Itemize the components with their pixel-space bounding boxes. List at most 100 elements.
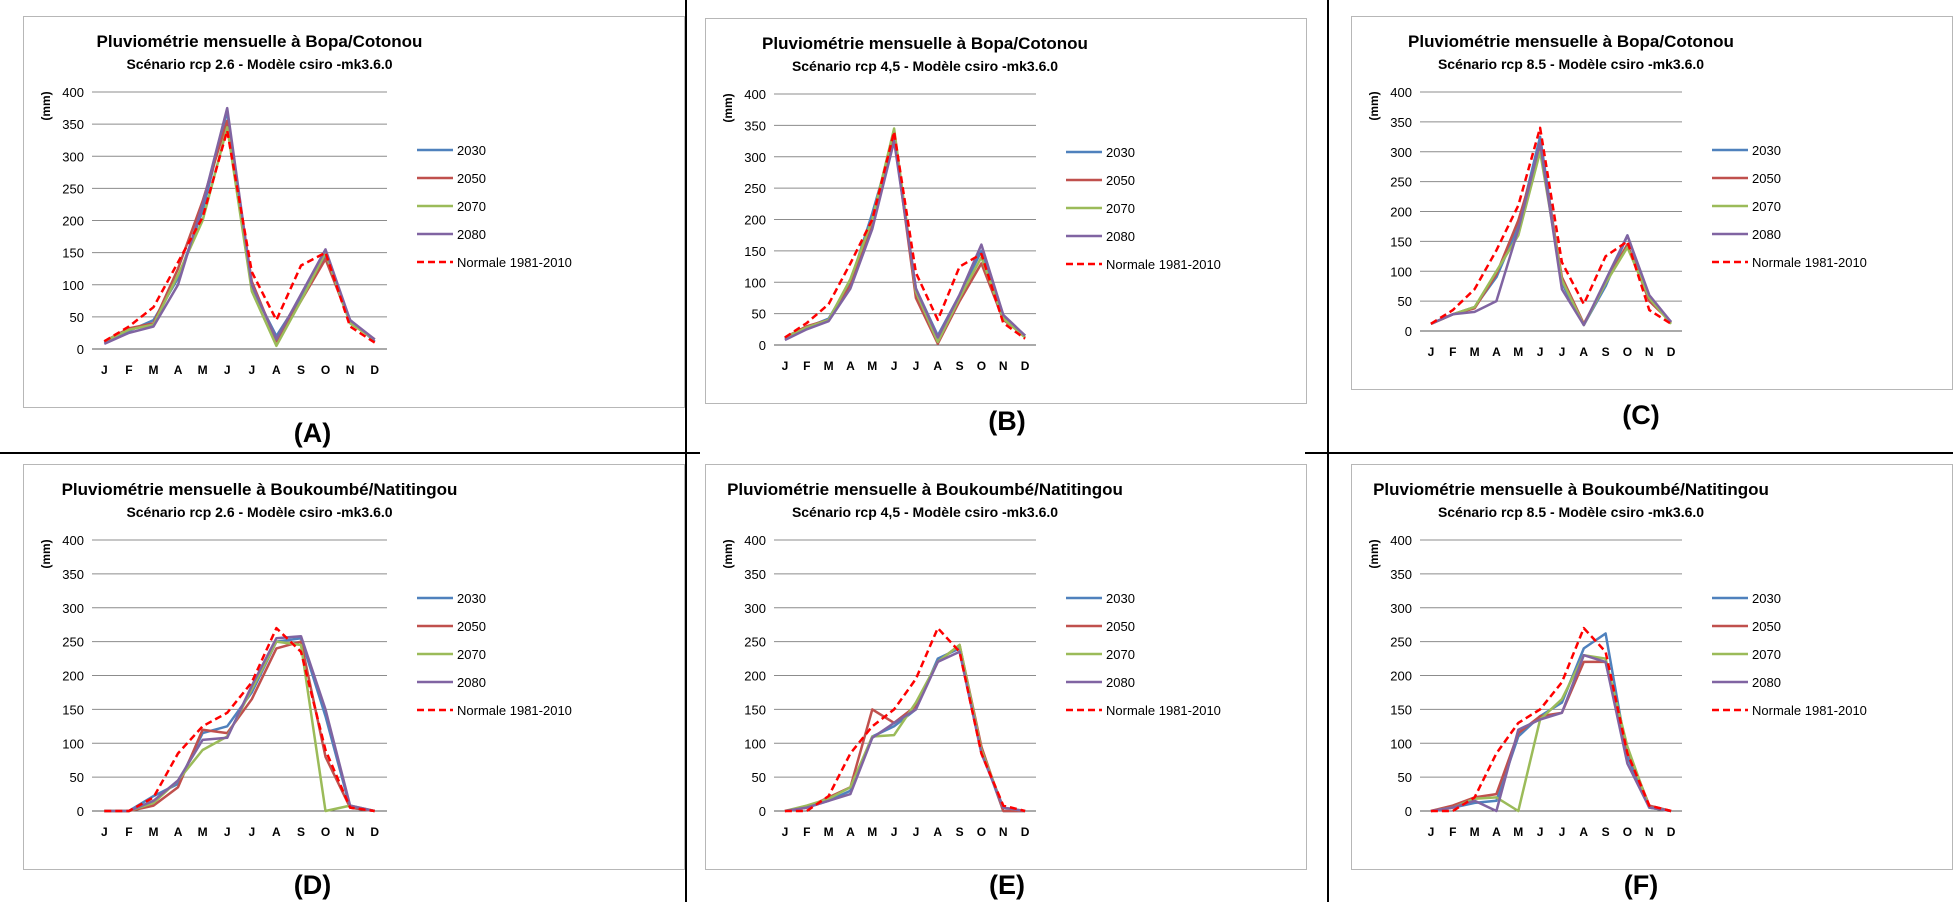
y-tick-label: 400: [744, 87, 766, 102]
legend-label-2080: 2080: [1752, 227, 1781, 242]
x-tick-label: A: [272, 825, 281, 839]
x-tick-label: M: [1470, 345, 1480, 359]
legend-label-2030: 2030: [457, 143, 486, 158]
legend-label-2070: 2070: [1106, 647, 1135, 662]
y-tick-label: 200: [1390, 205, 1412, 220]
x-tick-label: J: [1537, 825, 1544, 839]
series-line-2070: [104, 640, 375, 813]
x-tick-label: J: [1428, 345, 1435, 359]
chart-panel-a: Pluviométrie mensuelle à Bopa/Cotonou Scé…: [0, 0, 685, 452]
x-tick-label: N: [346, 825, 355, 839]
panel-label: (D): [293, 870, 332, 900]
y-tick-label: 0: [759, 804, 766, 819]
legend-label-2030: 2030: [1106, 145, 1135, 160]
y-axis-label: (mm): [39, 539, 53, 568]
chart-frame: Pluviométrie mensuelle à Boukoumbé/Natit…: [23, 464, 685, 870]
y-tick-label: 200: [62, 214, 84, 229]
chart-frame: Pluviométrie mensuelle à Bopa/Cotonou Scé…: [705, 18, 1307, 404]
y-tick-label: 0: [77, 804, 84, 819]
legend-label-2080: 2080: [457, 227, 486, 242]
y-tick-label: 350: [744, 118, 766, 133]
legend-label-2030: 2030: [457, 591, 486, 606]
series-line-2050: [784, 133, 1026, 345]
chart-subtitle: Scénario rcp 4,5 - Modèle csiro -mk3.6.0: [792, 504, 1058, 520]
x-tick-label: S: [956, 359, 964, 373]
x-tick-label: J: [224, 825, 231, 839]
x-tick-label: N: [999, 359, 1008, 373]
y-tick-label: 100: [62, 736, 84, 751]
x-tick-label: A: [1492, 345, 1501, 359]
y-tick-label: 250: [744, 635, 766, 650]
x-tick-label: J: [1428, 825, 1435, 839]
x-tick-label: M: [1513, 345, 1523, 359]
series-line-2080: [103, 106, 376, 346]
chart-c: Pluviométrie mensuelle à Bopa/Cotonou Scé…: [1367, 32, 1867, 359]
series-line-normale-1981-2010: [784, 626, 1026, 813]
x-tick-label: J: [1537, 345, 1544, 359]
x-tick-label: M: [1513, 825, 1523, 839]
x-tick-label: A: [846, 359, 855, 373]
y-tick-label: 400: [62, 533, 84, 548]
legend-label-2050: 2050: [1106, 619, 1135, 634]
y-tick-label: 50: [70, 770, 84, 785]
chart-e: Pluviométrie mensuelle à Boukoumbé/Natit…: [721, 480, 1221, 839]
legend-label-2080: 2080: [1106, 229, 1135, 244]
panel-label: (B): [988, 406, 1026, 436]
y-tick-label: 300: [1390, 601, 1412, 616]
series-line-2050: [103, 119, 376, 343]
y-tick-label: 0: [77, 342, 84, 357]
x-tick-label: A: [1492, 825, 1501, 839]
chart-panel-b: Pluviométrie mensuelle à Bopa/Cotonou Scé…: [687, 0, 1327, 452]
x-tick-label: O: [977, 359, 986, 373]
y-axis-label: (mm): [721, 93, 735, 122]
chart-frame: Pluviométrie mensuelle à Bopa/Cotonou Scé…: [23, 16, 685, 408]
legend-label-2070: 2070: [1752, 199, 1781, 214]
panel-label: (A): [293, 418, 332, 448]
y-tick-label: 250: [1390, 175, 1412, 190]
chart-title: Pluviométrie mensuelle à Boukoumbé/Natit…: [1373, 480, 1769, 499]
series-line-2050: [1430, 660, 1672, 813]
x-tick-label: J: [1559, 825, 1566, 839]
x-tick-label: J: [782, 825, 789, 839]
y-tick-label: 100: [744, 275, 766, 290]
y-tick-label: 250: [744, 181, 766, 196]
x-tick-label: M: [148, 825, 158, 839]
x-tick-label: A: [174, 363, 183, 377]
legend-label-normale-1981-2010: Normale 1981-2010: [1106, 703, 1221, 718]
x-tick-label: A: [933, 825, 942, 839]
chart-b: Pluviométrie mensuelle à Bopa/Cotonou Scé…: [721, 34, 1221, 373]
y-tick-label: 350: [744, 567, 766, 582]
x-tick-label: S: [297, 825, 305, 839]
series-line-2070: [1430, 150, 1673, 327]
legend-label-2080: 2080: [1106, 675, 1135, 690]
y-tick-label: 50: [1398, 294, 1412, 309]
y-tick-label: 400: [62, 85, 84, 100]
x-tick-label: M: [824, 359, 834, 373]
x-tick-label: J: [913, 359, 920, 373]
x-tick-label: A: [846, 825, 855, 839]
legend-label-2050: 2050: [1106, 173, 1135, 188]
legend-label-normale-1981-2010: Normale 1981-2010: [1752, 703, 1867, 718]
y-tick-label: 250: [62, 635, 84, 650]
x-tick-label: F: [1449, 345, 1456, 359]
chart-d: Pluviométrie mensuelle à Boukoumbé/Natit…: [39, 480, 572, 839]
y-tick-label: 100: [1390, 736, 1412, 751]
x-tick-label: F: [1449, 825, 1456, 839]
x-tick-label: M: [198, 363, 208, 377]
x-tick-label: M: [867, 825, 877, 839]
legend-label-normale-1981-2010: Normale 1981-2010: [457, 703, 572, 718]
x-tick-label: J: [248, 825, 255, 839]
x-tick-label: S: [956, 825, 964, 839]
x-tick-label: N: [999, 825, 1008, 839]
y-tick-label: 400: [1390, 533, 1412, 548]
y-tick-label: 200: [1390, 669, 1412, 684]
y-tick-label: 50: [1398, 770, 1412, 785]
y-tick-label: 200: [744, 213, 766, 228]
x-tick-label: J: [1559, 345, 1566, 359]
y-tick-label: 200: [62, 669, 84, 684]
y-tick-label: 100: [744, 736, 766, 751]
y-tick-label: 300: [62, 149, 84, 164]
x-tick-label: D: [370, 825, 379, 839]
legend-label-2070: 2070: [1106, 201, 1135, 216]
y-tick-label: 250: [1390, 635, 1412, 650]
